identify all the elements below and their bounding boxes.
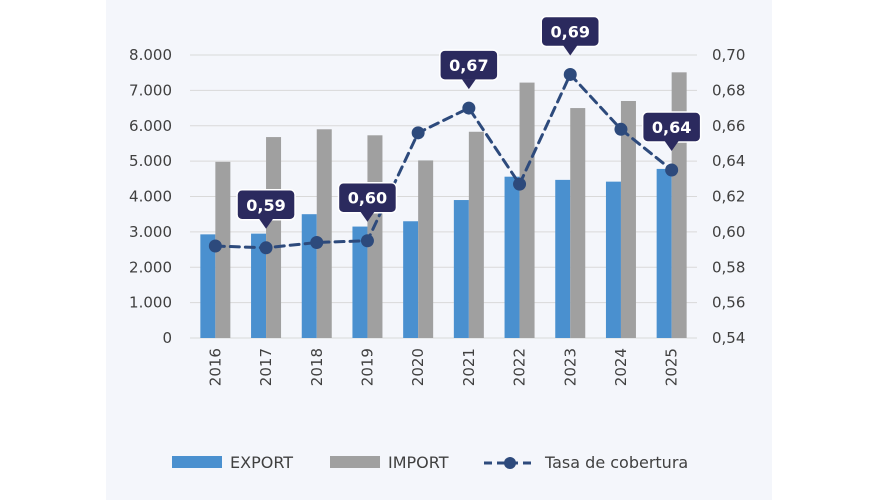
x-tick-label: 2025 — [663, 348, 681, 386]
coverage-point — [411, 126, 425, 140]
y-right-tick-label: 0,60 — [712, 223, 745, 241]
import-bar — [468, 131, 484, 338]
callout-label: 0,64 — [652, 118, 691, 137]
import-bar — [418, 160, 434, 338]
callout-pointer — [360, 211, 375, 222]
x-tick-label: 2019 — [358, 348, 376, 386]
coverage-point — [360, 234, 374, 248]
export-bar — [656, 168, 672, 338]
import-bar — [316, 129, 332, 338]
callouts: 0,59 0,60 0,67 0,69 0,64 — [236, 15, 702, 229]
bar-series — [200, 72, 687, 339]
y-right-tick-label: 0,64 — [712, 152, 745, 170]
legend-line-label: Tasa de cobertura — [544, 453, 688, 472]
callout-label: 0,60 — [348, 189, 387, 208]
y-left-tick-label: 6.000 — [129, 117, 172, 135]
export-bar — [504, 176, 520, 338]
legend-import-swatch — [330, 456, 380, 468]
y-right-tick-label: 0,68 — [712, 81, 745, 99]
coverage-point — [208, 239, 222, 253]
coverage-point — [665, 163, 679, 177]
x-tick-label: 2023 — [561, 348, 579, 386]
import-bar — [266, 137, 282, 338]
callout-pointer — [259, 218, 274, 229]
y-right-tick-label: 0,54 — [712, 329, 745, 347]
x-tick-label: 2018 — [308, 348, 326, 386]
export-bar — [453, 200, 469, 338]
legend-export-label: EXPORT — [230, 453, 293, 472]
y-left-tick-label: 3.000 — [129, 223, 172, 241]
callout-label: 0,69 — [551, 22, 590, 41]
coverage-point — [310, 235, 324, 249]
y-left-tick-label: 4.000 — [129, 188, 172, 206]
import-bar — [519, 82, 535, 338]
y-right-tick-label: 0,62 — [712, 188, 745, 206]
callout-label: 0,59 — [246, 196, 285, 215]
x-tick-label: 2021 — [460, 348, 478, 386]
y-right-tick-label: 0,70 — [712, 46, 745, 64]
y-right-tick-label: 0,56 — [712, 294, 745, 312]
y-right-tick-label: 0,66 — [712, 117, 745, 135]
left-axis-ticks: 0 1.000 2.000 3.000 4.000 5.000 6.000 7.000 8.00… — [129, 46, 172, 347]
legend-line-marker — [504, 457, 516, 469]
legend-import-label: IMPORT — [388, 453, 449, 472]
x-tick-label: 2024 — [612, 348, 630, 386]
x-tick-label: 2016 — [206, 348, 224, 386]
x-tick-label: 2022 — [511, 348, 529, 386]
y-left-tick-label: 5.000 — [129, 152, 172, 170]
y-left-tick-label: 8.000 — [129, 46, 172, 64]
export-bar — [555, 179, 571, 338]
y-right-tick-label: 0,58 — [712, 258, 745, 276]
import-bar — [570, 108, 586, 338]
x-tick-label: 2020 — [409, 348, 427, 386]
callout-label: 0,67 — [449, 56, 488, 75]
coverage-point — [513, 177, 527, 191]
export-bar — [352, 226, 368, 338]
callout-pointer — [461, 79, 476, 90]
coverage-point — [563, 67, 577, 81]
coverage-point — [614, 122, 628, 136]
callout-pointer — [664, 140, 679, 151]
y-left-tick-label: 0 — [162, 329, 172, 347]
callout-pointer — [563, 45, 578, 56]
right-axis-ticks: 0,54 0,56 0,58 0,60 0,62 0,64 0,66 0,68 0,70 — [712, 46, 745, 347]
export-bar — [605, 181, 621, 338]
y-left-tick-label: 7.000 — [129, 81, 172, 99]
y-left-tick-label: 1.000 — [129, 294, 172, 312]
legend: EXPORT IMPORT Tasa de cobertura — [172, 453, 688, 472]
y-left-tick-label: 2.000 — [129, 258, 172, 276]
legend-export-swatch — [172, 456, 222, 468]
coverage-line — [213, 71, 674, 250]
export-bar — [251, 233, 267, 338]
export-bar — [200, 234, 216, 338]
coverage-point — [462, 101, 476, 115]
import-bar — [620, 100, 636, 338]
x-tick-label: 2017 — [257, 348, 275, 386]
export-bar — [403, 221, 419, 338]
export-bar — [301, 214, 317, 338]
x-axis-ticks: 2016 2017 2018 2019 2020 2021 2022 2023 2024 2025 — [206, 348, 680, 386]
coverage-point — [259, 241, 273, 255]
import-bar — [215, 161, 231, 338]
line-series — [208, 67, 679, 255]
